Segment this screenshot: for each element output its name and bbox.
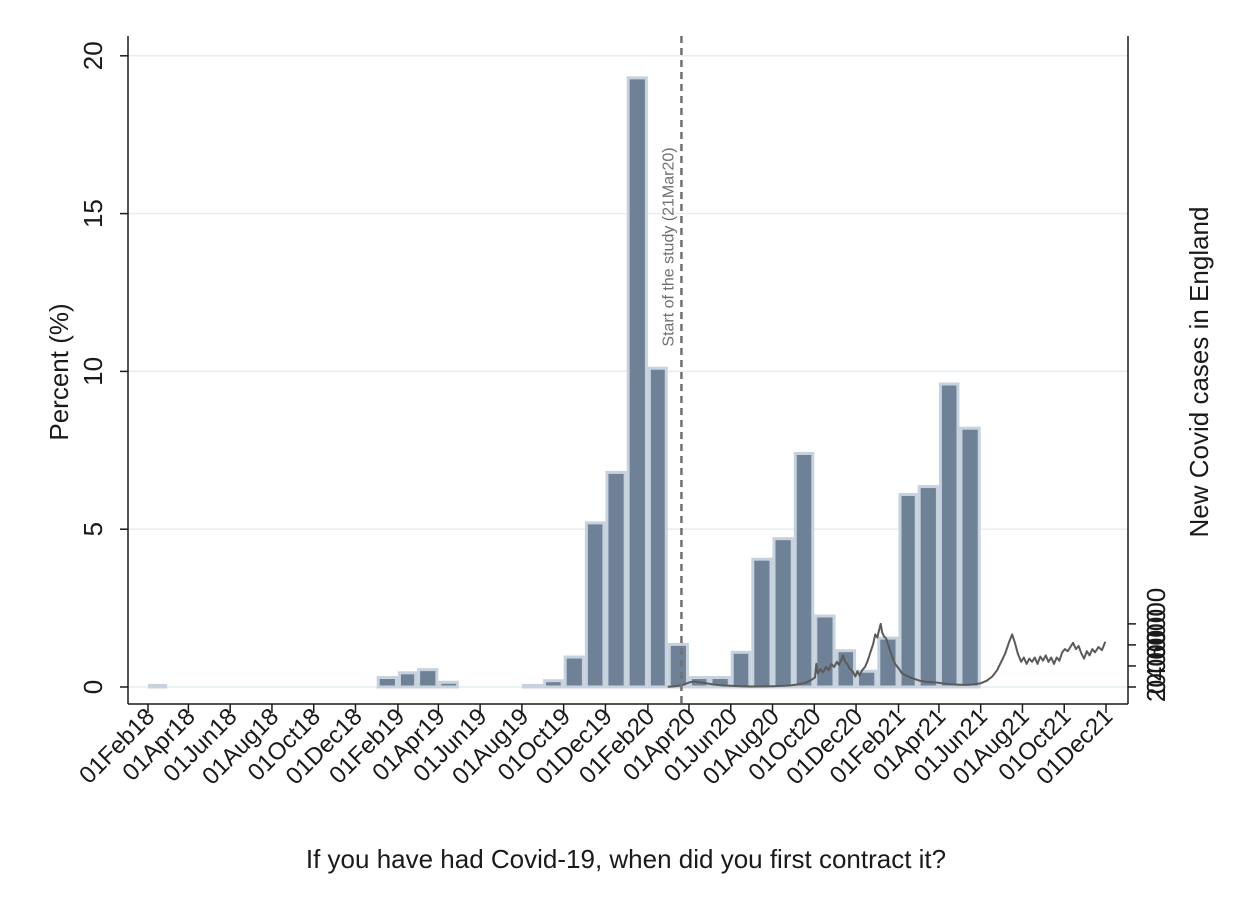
y2-tick-label: 60000 <box>1141 588 1171 660</box>
bar-2020-02 <box>647 366 668 689</box>
bar-2021-02 <box>898 492 918 689</box>
bar-2019-01 <box>376 676 398 689</box>
bar-2020-05 <box>709 676 731 689</box>
y2-tick-label: 0 <box>1141 680 1171 694</box>
y-tick-label: 0 <box>78 680 108 694</box>
bar-2020-01 <box>626 76 648 689</box>
bar-2019-11 <box>584 521 606 689</box>
bar-2021-05 <box>959 426 981 689</box>
bar-2020-08 <box>772 537 794 689</box>
bar-2021-01 <box>877 636 899 689</box>
bar-2020-03 <box>667 642 689 689</box>
y2-tick-label: 20000 <box>1141 630 1171 702</box>
bar-2019-02 <box>397 671 418 689</box>
case-line-0 <box>667 622 1107 688</box>
y-axis-title: Percent (%) <box>44 303 74 440</box>
bar-2019-08 <box>521 683 544 689</box>
bar-2019-03 <box>417 668 439 689</box>
bar-2020-06 <box>730 650 752 689</box>
y2-axis-title: New Covid cases in England <box>1184 207 1214 538</box>
bar-2019-09 <box>543 679 564 689</box>
bar-series <box>148 76 981 689</box>
annotation-layer: Start of the study (21Mar20) <box>660 36 683 704</box>
bar-2020-07 <box>751 557 773 689</box>
y2-tick-label: 40000 <box>1141 609 1171 681</box>
study-start-label: Start of the study (21Mar20) <box>660 147 677 346</box>
bar-2019-04 <box>438 680 459 689</box>
bar-2020-10 <box>814 614 836 689</box>
bar-2018-02 <box>148 683 168 689</box>
bar-2019-12 <box>605 470 627 689</box>
y-tick-label: 5 <box>78 522 108 536</box>
y-tick-label: 10 <box>78 357 108 386</box>
line-series <box>667 622 1107 688</box>
y-tick-label: 15 <box>78 199 108 228</box>
y-tick-label: 20 <box>78 41 108 70</box>
bar-2021-03 <box>917 485 939 689</box>
bar-2020-12 <box>856 669 878 689</box>
x-axis-title: If you have had Covid-19, when did you f… <box>306 844 946 874</box>
bar-2020-09 <box>793 451 815 689</box>
bar-2021-04 <box>938 382 960 689</box>
bar-2020-11 <box>835 649 857 689</box>
bar-2019-10 <box>563 655 585 689</box>
